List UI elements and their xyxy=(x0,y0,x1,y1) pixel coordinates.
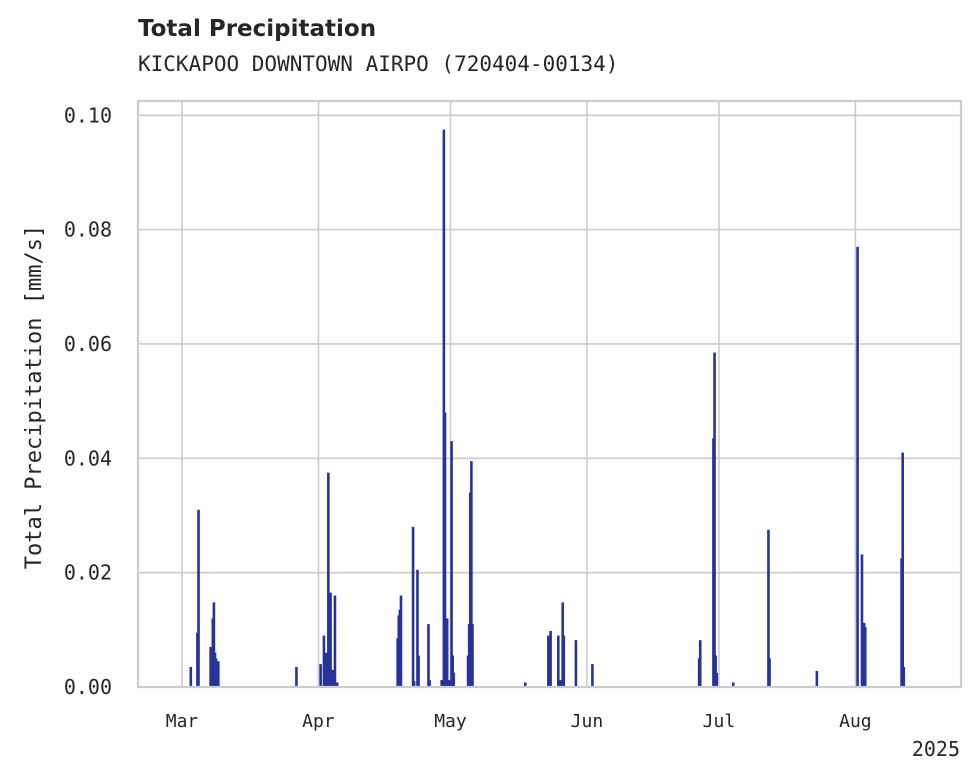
precipitation-bar xyxy=(442,129,446,687)
precipitation-bar xyxy=(768,658,771,687)
precipitation-bar xyxy=(523,682,527,687)
precipitation-bar xyxy=(412,681,416,687)
precipitation-bar xyxy=(450,441,453,687)
precipitation-bar xyxy=(562,635,566,687)
precipitation-bar xyxy=(860,554,864,687)
precipitation-bar xyxy=(557,635,560,687)
precipitation-bar xyxy=(863,626,867,687)
precipitation-bar xyxy=(416,569,419,687)
precipitation-bar xyxy=(714,655,717,687)
x-tick-label: Jul xyxy=(703,711,736,732)
precipitation-bar xyxy=(399,595,403,687)
precipitation-bar xyxy=(331,669,335,687)
precipitation-bar xyxy=(209,646,212,687)
precipitation-bar xyxy=(327,472,330,687)
y-tick-label: 0.10 xyxy=(64,103,112,127)
chart-title: Total Precipitation xyxy=(138,16,377,42)
precipitation-bar xyxy=(713,352,716,687)
precipitation-bar xyxy=(189,666,193,687)
precipitation-bar xyxy=(428,680,431,687)
y-tick-label: 0.02 xyxy=(64,561,112,585)
precipitation-bar xyxy=(856,246,859,687)
precipitation-bar xyxy=(901,452,904,687)
precipitation-bar xyxy=(715,672,719,687)
precipitation-bar xyxy=(197,509,200,687)
x-tick-label: Aug xyxy=(839,711,872,732)
precipitation-bar xyxy=(767,529,770,687)
precipitation-bar xyxy=(549,630,552,687)
precipitation-bar xyxy=(319,664,322,687)
precipitation-bar xyxy=(471,624,474,687)
chart-subtitle: KICKAPOO DOWNTOWN AIRPO (720404-00134) xyxy=(138,52,619,76)
precipitation-bar xyxy=(212,602,216,687)
x-tick-label: Mar xyxy=(166,711,199,732)
precipitation-bar xyxy=(547,635,550,687)
precipitation-bar xyxy=(335,682,339,687)
y-tick-label: 0.04 xyxy=(64,446,112,470)
precipitation-bar xyxy=(815,670,819,687)
x-tick-label: May xyxy=(434,711,467,732)
precipitation-bar xyxy=(448,680,451,687)
precipitation-bar xyxy=(411,526,415,687)
precipitation-bar xyxy=(214,658,218,687)
precipitation-bar xyxy=(217,661,220,687)
precipitation-bar xyxy=(591,664,594,687)
precipitation-bar xyxy=(698,640,702,687)
precipitation-bar xyxy=(322,635,326,687)
year-label: 2025 xyxy=(912,737,960,761)
precipitation-bar xyxy=(445,618,449,687)
precipitation-bar xyxy=(324,652,328,687)
plot-frame xyxy=(136,99,963,689)
y-tick-label: 0.00 xyxy=(64,675,112,699)
y-tick-label: 0.08 xyxy=(64,218,112,242)
precipitation-bar xyxy=(574,640,578,687)
y-axis-label: Total Precipitation [mm/s] xyxy=(22,225,47,569)
x-tick-label: Apr xyxy=(302,711,335,732)
precipitation-bar xyxy=(452,672,456,687)
precipitation-bar xyxy=(470,461,473,687)
x-tick-label: Jun xyxy=(571,711,604,732)
precipitation-bar xyxy=(417,655,420,687)
precipitation-bar xyxy=(333,595,337,687)
precipitation-bar xyxy=(731,682,735,687)
precipitation-bar xyxy=(559,680,562,687)
precipitation-bar xyxy=(329,592,332,687)
precipitation-bar xyxy=(902,666,906,687)
y-tick-label: 0.06 xyxy=(64,332,112,356)
precipitation-bar xyxy=(443,412,447,687)
precipitation-bar xyxy=(451,655,454,687)
precipitation-bar xyxy=(427,624,430,687)
precipitation-bar xyxy=(295,666,298,687)
